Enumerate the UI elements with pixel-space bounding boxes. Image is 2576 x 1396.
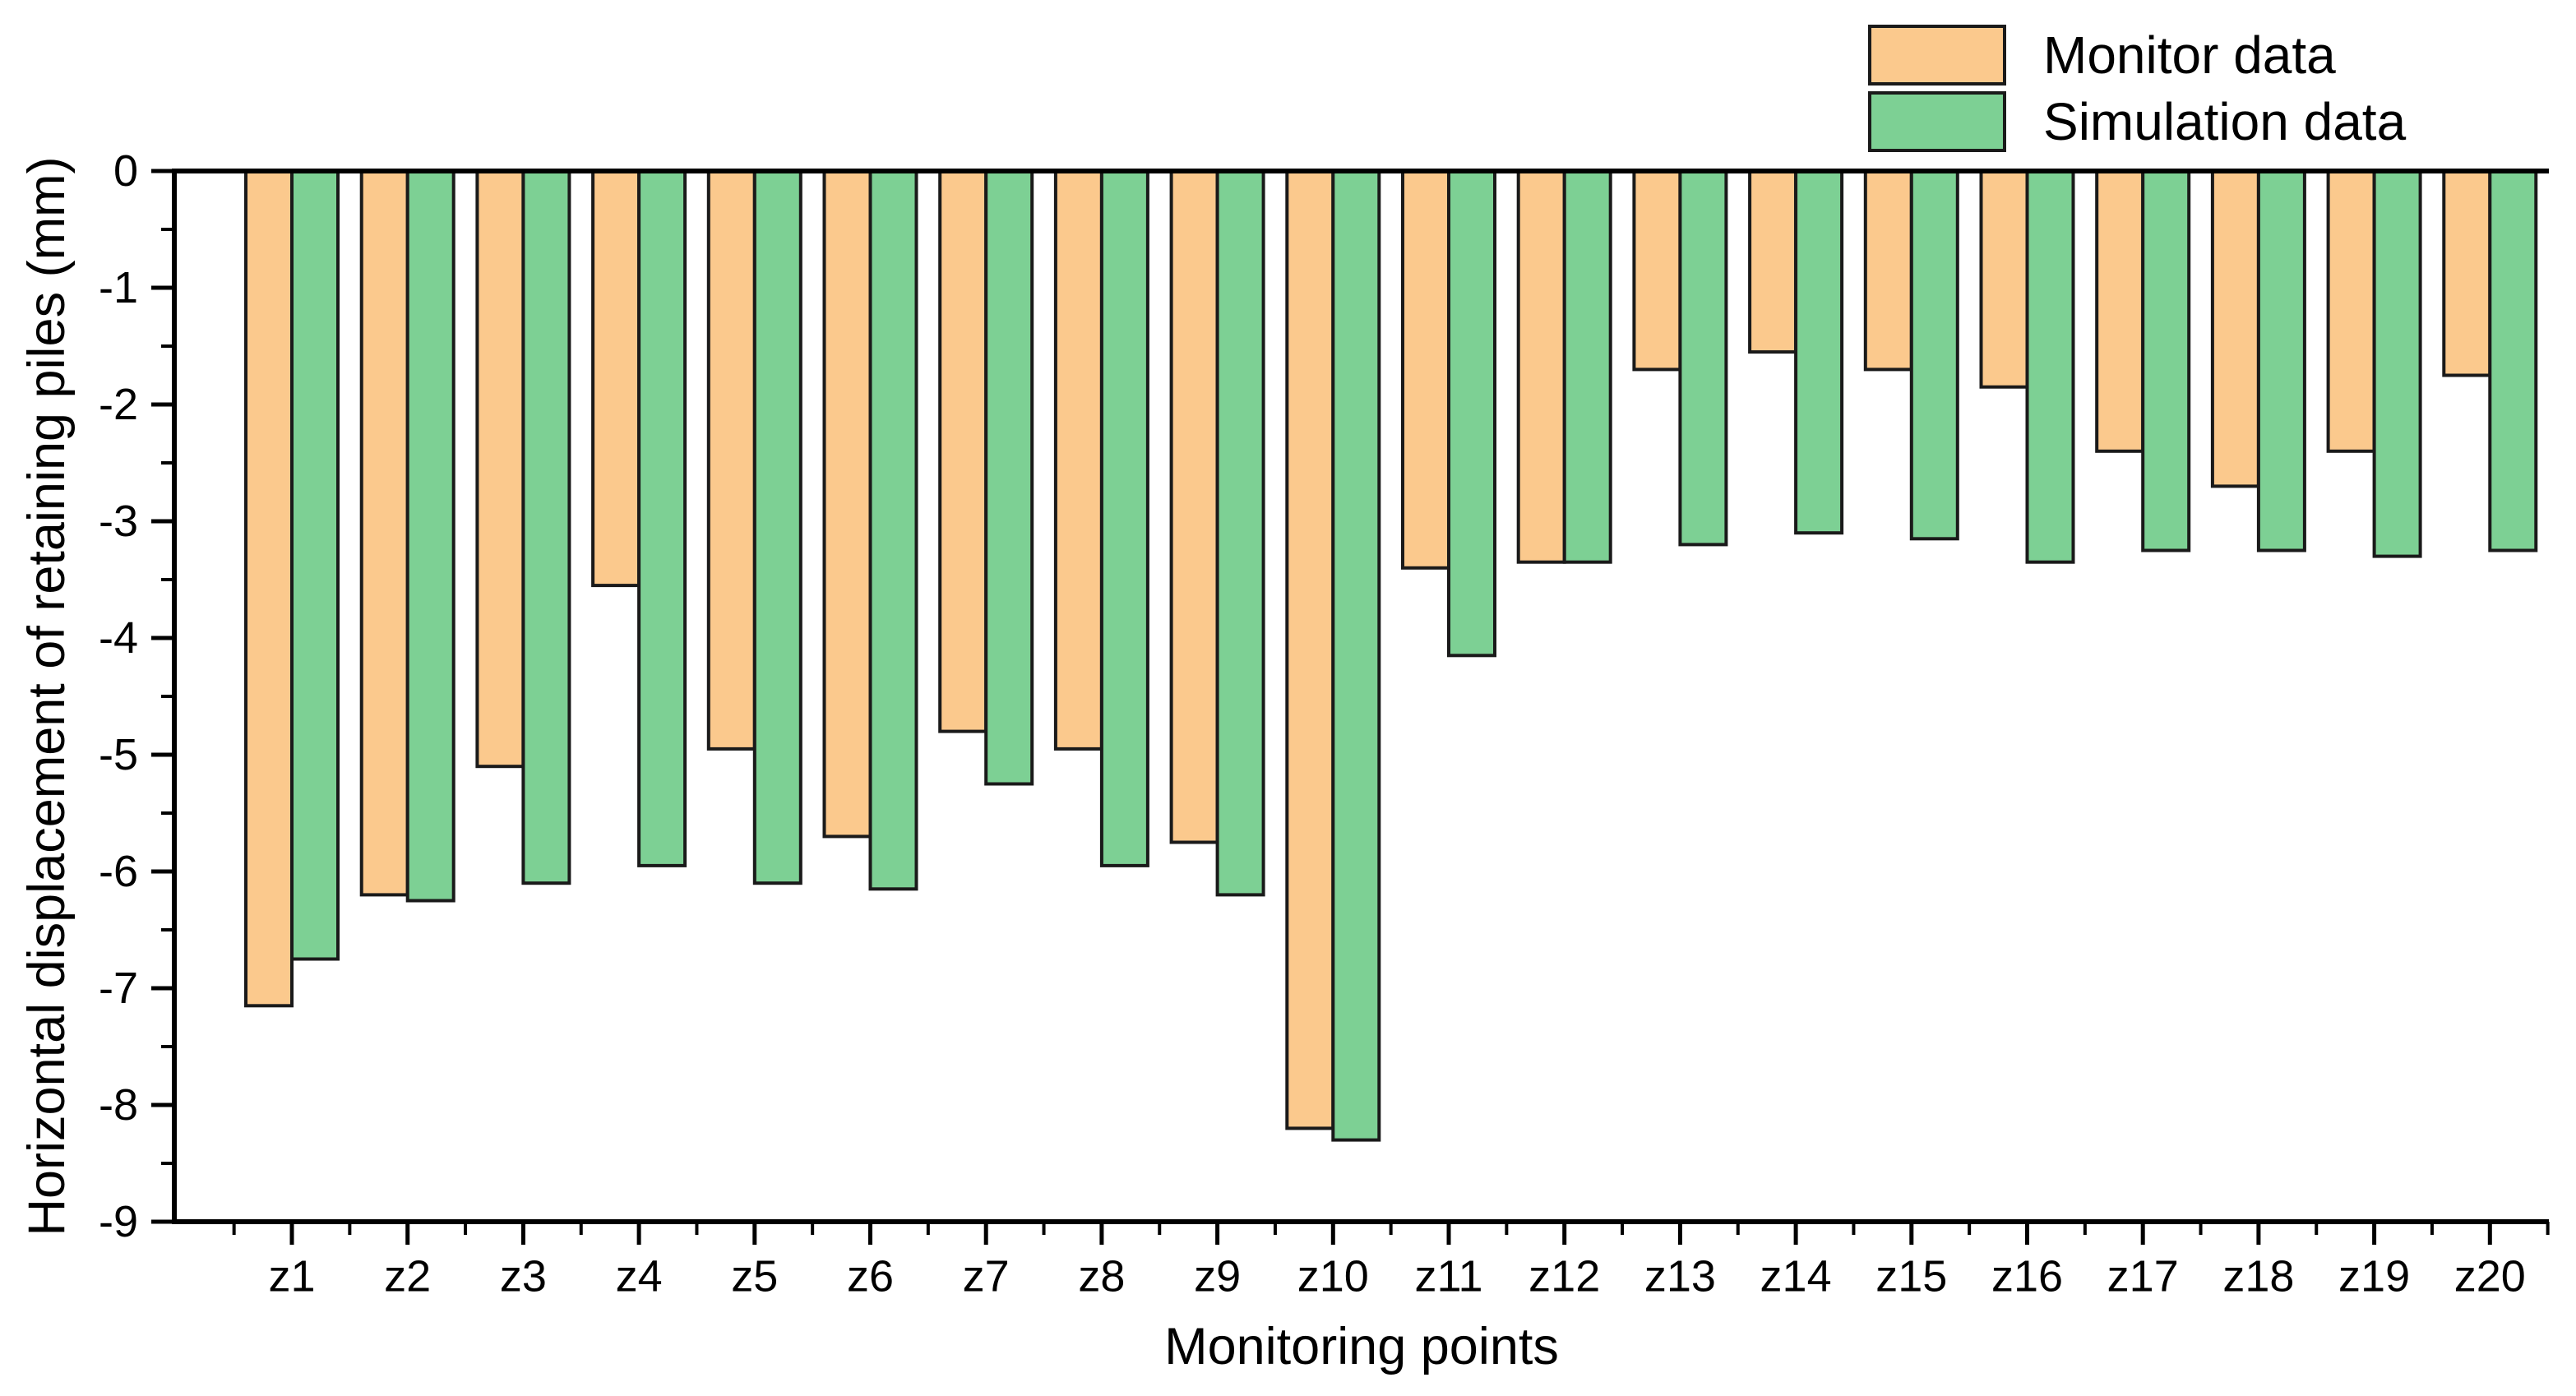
bar-simulation-z9 bbox=[1215, 169, 1265, 897]
bar-monitor-z6 bbox=[822, 169, 872, 839]
bar-monitor-z9 bbox=[1169, 169, 1219, 844]
y-tick-label: -7 bbox=[99, 964, 138, 1013]
bar-monitor-z7 bbox=[938, 169, 988, 733]
bar-monitor-z12 bbox=[1516, 169, 1566, 564]
legend-label-monitor-data: Monitor data bbox=[2043, 25, 2336, 85]
bar-monitor-z4 bbox=[591, 169, 641, 588]
bar-simulation-z10 bbox=[1331, 169, 1381, 1142]
y-tick-label: -1 bbox=[99, 263, 138, 312]
y-tick-label: -6 bbox=[99, 847, 138, 896]
bar-simulation-z4 bbox=[637, 169, 687, 867]
bar-simulation-z18 bbox=[2256, 169, 2306, 552]
x-tick-label: z20 bbox=[2454, 1251, 2526, 1301]
bar-simulation-z8 bbox=[1099, 169, 1149, 867]
x-tick-label: z5 bbox=[731, 1251, 778, 1301]
x-tick-label: z18 bbox=[2222, 1251, 2294, 1301]
bar-monitor-z11 bbox=[1401, 169, 1450, 570]
legend: Monitor data Simulation data bbox=[1868, 25, 2406, 158]
legend-swatch-simulation-data bbox=[1868, 91, 2006, 152]
x-tick-label: z1 bbox=[268, 1251, 315, 1301]
x-tick-label: z3 bbox=[500, 1251, 547, 1301]
bar-simulation-z3 bbox=[521, 169, 571, 885]
bar-simulation-z17 bbox=[2141, 169, 2191, 552]
x-tick-label: z7 bbox=[963, 1251, 1010, 1301]
x-tick-label: z14 bbox=[1760, 1251, 1832, 1301]
bar-monitor-z17 bbox=[2095, 169, 2145, 453]
bar-monitor-z20 bbox=[2442, 169, 2492, 377]
x-tick-label: z4 bbox=[616, 1251, 663, 1301]
x-tick-label: z6 bbox=[847, 1251, 894, 1301]
legend-label-simulation-data: Simulation data bbox=[2043, 92, 2407, 151]
x-tick-label: z11 bbox=[1414, 1251, 1482, 1301]
bar-simulation-z16 bbox=[2025, 169, 2075, 564]
x-tick-label: z13 bbox=[1644, 1251, 1716, 1301]
bar-simulation-z11 bbox=[1447, 169, 1496, 658]
bar-monitor-z14 bbox=[1748, 169, 1798, 354]
bar-simulation-z5 bbox=[752, 169, 802, 885]
bar-monitor-z8 bbox=[1053, 169, 1103, 751]
y-tick-label: -5 bbox=[99, 730, 138, 779]
bar-simulation-z7 bbox=[984, 169, 1034, 786]
bar-monitor-z2 bbox=[359, 169, 409, 897]
bar-monitor-z13 bbox=[1632, 169, 1682, 372]
bar-simulation-z20 bbox=[2488, 169, 2538, 552]
x-tick-label: z8 bbox=[1078, 1251, 1125, 1301]
x-tick-label: z16 bbox=[1991, 1251, 2063, 1301]
bar-simulation-z1 bbox=[290, 169, 340, 961]
legend-item-monitor: Monitor data bbox=[1868, 25, 2406, 86]
bar-simulation-z2 bbox=[405, 169, 456, 903]
bar-monitor-z10 bbox=[1285, 169, 1335, 1130]
y-tick-label: -4 bbox=[99, 613, 138, 663]
bar-monitor-z16 bbox=[1979, 169, 2029, 389]
bar-monitor-z1 bbox=[244, 169, 294, 1008]
y-tick-label: -2 bbox=[99, 380, 138, 429]
x-tick-label: z12 bbox=[1528, 1251, 1600, 1301]
bar-simulation-z6 bbox=[868, 169, 918, 891]
x-tick-label: z2 bbox=[384, 1251, 431, 1301]
x-tick-label: z10 bbox=[1297, 1251, 1369, 1301]
bar-monitor-z5 bbox=[706, 169, 756, 751]
x-axis-title: Monitoring points bbox=[1164, 1318, 1559, 1375]
x-tick-label: z15 bbox=[1875, 1251, 1947, 1301]
legend-item-simulation: Simulation data bbox=[1868, 91, 2406, 152]
bar-simulation-z13 bbox=[1678, 169, 1728, 547]
bar-simulation-z15 bbox=[1909, 169, 1959, 541]
y-tick-label: -3 bbox=[99, 497, 138, 546]
bar-simulation-z12 bbox=[1562, 169, 1612, 564]
y-tick-label: 0 bbox=[113, 146, 138, 196]
y-axis-title: Horizontal displacement of retaining pil… bbox=[18, 156, 76, 1237]
x-tick-label: z9 bbox=[1194, 1251, 1241, 1301]
bar-monitor-z15 bbox=[1863, 169, 1913, 372]
x-tick-label: z17 bbox=[2107, 1251, 2179, 1301]
bar-simulation-z19 bbox=[2372, 169, 2422, 558]
bar-monitor-z19 bbox=[2326, 169, 2376, 453]
legend-swatch-monitor-data bbox=[1868, 25, 2006, 86]
y-tick-label: -9 bbox=[99, 1197, 138, 1246]
x-tick-label: z19 bbox=[2338, 1251, 2410, 1301]
bar-simulation-z14 bbox=[1794, 169, 1844, 535]
y-tick-label: -8 bbox=[99, 1080, 138, 1130]
bar-monitor-z18 bbox=[2210, 169, 2260, 488]
bar-monitor-z3 bbox=[475, 169, 525, 769]
